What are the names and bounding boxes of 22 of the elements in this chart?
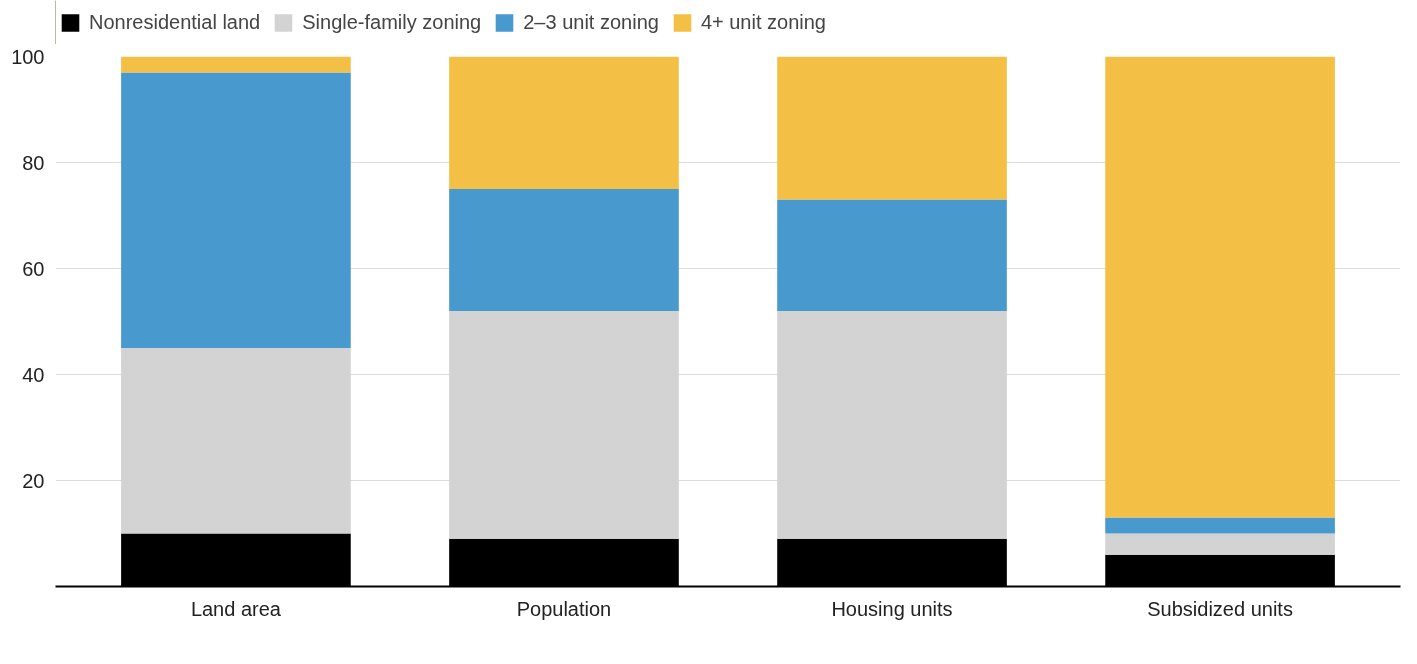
bar: [1105, 533, 1335, 555]
legend-label: Single-family zoning: [302, 10, 482, 34]
bar: [121, 72, 351, 348]
legend-label: Nonresidential land: [89, 10, 261, 34]
y-tick-label: 40: [22, 363, 45, 386]
legend-label: 2–3 unit zoning: [523, 10, 659, 34]
bar: [777, 56, 1007, 200]
y-tick-label: 100: [11, 45, 45, 68]
y-tick-label: 20: [22, 469, 45, 492]
bar: [777, 199, 1007, 311]
bar: [449, 189, 679, 311]
x-tick-label: Land area: [190, 597, 282, 620]
bar: [1105, 517, 1335, 534]
y-tick-label: 60: [22, 257, 45, 280]
bar: [1105, 56, 1335, 518]
x-tick-label: Population: [516, 597, 612, 620]
bar: [121, 56, 351, 73]
legend-label: 4+ unit zoning: [700, 10, 826, 34]
x-tick-label: Subsidized units: [1147, 597, 1293, 620]
y-tick-label: 80: [22, 151, 45, 174]
bar: [449, 56, 679, 189]
x-tick-label: Housing units: [831, 597, 953, 620]
